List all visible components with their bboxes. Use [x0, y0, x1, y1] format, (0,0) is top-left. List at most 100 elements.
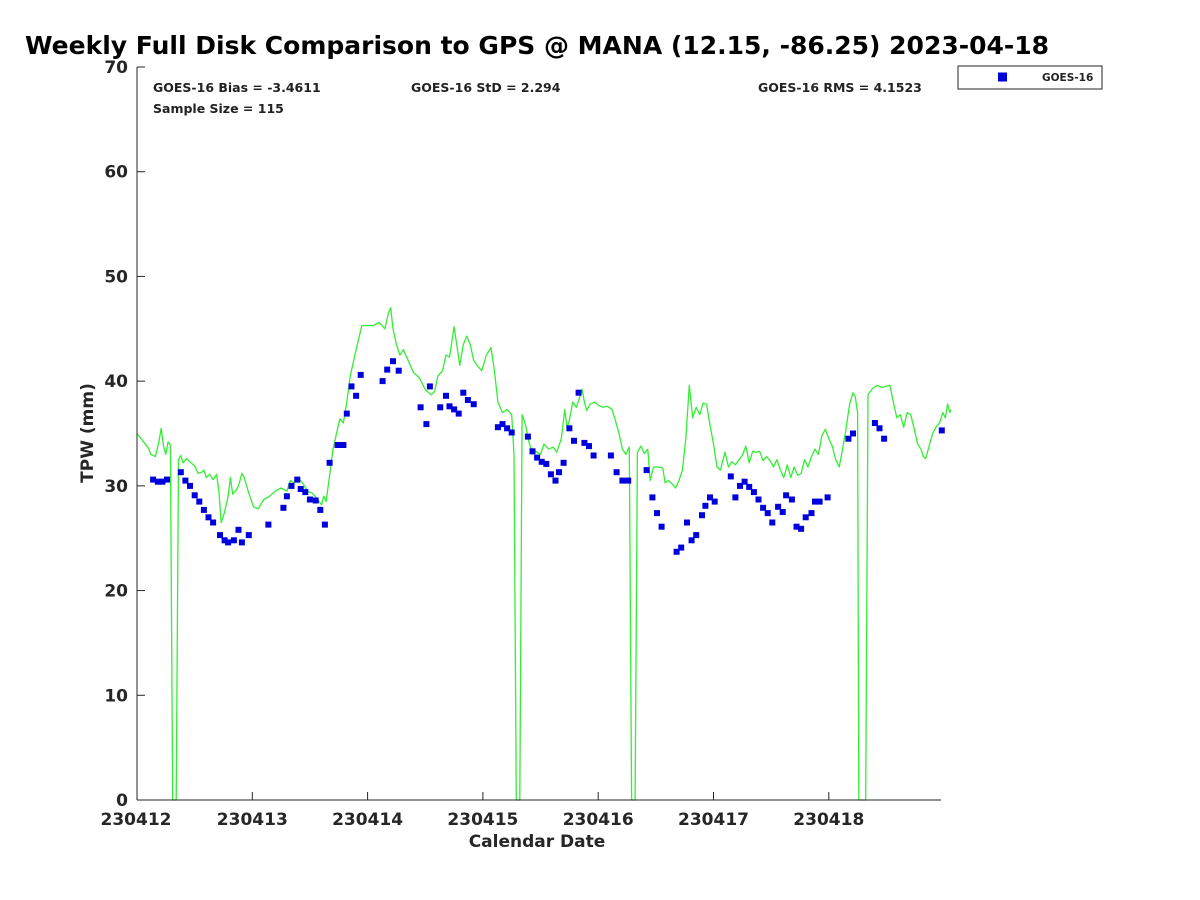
- x-tick-label: 230412: [101, 810, 172, 830]
- goes16-point: [451, 406, 458, 413]
- x-axis-label: Calendar Date: [469, 832, 606, 852]
- goes16-point: [437, 404, 444, 411]
- goes16-point: [280, 504, 287, 511]
- goes16-point: [876, 425, 883, 432]
- goes16-point: [590, 452, 597, 459]
- goes16-point: [395, 367, 402, 374]
- y-tick-label: 10: [104, 686, 128, 706]
- y-tick-label: 70: [104, 58, 128, 78]
- goes16-point: [196, 498, 203, 505]
- goes16-point: [455, 410, 462, 417]
- goes16-point: [543, 460, 550, 467]
- goes16-point: [571, 437, 577, 444]
- stat-std: GOES-16 StD = 2.294: [411, 80, 561, 95]
- goes16-point: [343, 410, 350, 417]
- goes16-point: [625, 477, 632, 484]
- plot-area: [136, 307, 952, 801]
- goes16-point: [187, 482, 193, 489]
- goes16-point: [499, 421, 506, 428]
- goes16-point: [699, 512, 705, 519]
- goes16-point: [538, 458, 545, 465]
- y-tick-label: 40: [104, 372, 128, 392]
- goes16-point: [808, 510, 815, 517]
- goes-layer: [150, 358, 945, 555]
- goes16-point: [613, 469, 620, 476]
- goes16-point: [581, 439, 588, 446]
- goes16-point: [150, 476, 157, 483]
- goes16-point: [812, 498, 818, 505]
- goes16-point: [446, 403, 453, 410]
- y-tick-label: 0: [116, 791, 128, 811]
- y-tick-label: 50: [104, 267, 128, 287]
- goes16-point: [654, 510, 660, 517]
- goes16-point: [225, 539, 232, 546]
- goes16-point: [755, 496, 762, 503]
- goes16-point: [824, 494, 831, 501]
- x-tick-label: 230417: [678, 810, 749, 830]
- goes16-point: [353, 392, 360, 399]
- stat-sample-size: Sample Size = 115: [153, 101, 284, 116]
- goes16-point: [779, 509, 786, 515]
- goes16-point: [460, 389, 467, 396]
- goes16-point: [294, 476, 301, 483]
- goes16-point: [326, 459, 333, 466]
- goes16-point: [390, 358, 396, 365]
- stat-bias: GOES-16 Bias = -3.4611: [153, 80, 321, 95]
- goes16-point: [529, 448, 536, 455]
- goes16-point: [607, 452, 614, 459]
- goes16-point: [881, 435, 888, 442]
- goes16-point: [688, 537, 695, 544]
- goes16-point: [619, 477, 626, 484]
- goes16-point: [154, 478, 161, 485]
- goes16-point: [788, 496, 795, 503]
- goes16-point: [673, 548, 680, 555]
- goes16-point: [524, 433, 531, 440]
- goes16-point: [230, 537, 237, 544]
- goes16-point: [707, 494, 713, 501]
- legend: GOES-16: [957, 65, 1103, 90]
- goes16-point: [793, 523, 800, 530]
- goes16-point: [302, 489, 309, 496]
- goes16-point: [802, 514, 809, 521]
- gps-layer: [136, 307, 952, 801]
- goes16-point: [938, 427, 945, 434]
- goes16-point: [508, 429, 515, 436]
- goes16-point: [221, 537, 228, 544]
- goes16-point: [684, 519, 690, 526]
- goes16-point: [727, 473, 734, 480]
- goes16-point: [417, 404, 424, 411]
- x-tick-label: 230418: [793, 810, 864, 830]
- goes16-point: [348, 383, 355, 390]
- goes16-point: [205, 514, 212, 521]
- goes16-point: [504, 425, 511, 432]
- goes16-point: [547, 471, 554, 478]
- stat-rms: GOES-16 RMS = 4.1523: [758, 80, 922, 95]
- goes16-point: [182, 477, 189, 484]
- goes16-point: [238, 539, 245, 546]
- goes16-point: [235, 526, 242, 533]
- goes16-point: [732, 494, 739, 501]
- goes16-point: [845, 435, 852, 442]
- goes16-point: [217, 532, 223, 539]
- y-axis-label: TPW (mm): [78, 383, 98, 483]
- goes16-point: [850, 430, 856, 437]
- x-tick-label: 230415: [447, 810, 518, 830]
- goes16-point: [317, 506, 324, 513]
- goes16-point: [426, 383, 433, 390]
- goes16-point: [775, 503, 782, 510]
- goes16-point: [245, 532, 252, 539]
- goes16-point: [191, 492, 198, 499]
- goes16-point: [534, 454, 541, 461]
- goes16-point: [871, 420, 878, 426]
- goes16-point: [312, 497, 319, 504]
- goes16-point: [586, 443, 592, 450]
- goes16-point: [297, 486, 304, 492]
- goes16-point: [693, 532, 700, 539]
- goes16-point: [470, 401, 477, 408]
- goes16-point: [678, 544, 685, 551]
- goes16-point: [760, 504, 767, 511]
- goes16-point: [798, 525, 805, 532]
- legend-marker-goes16: [998, 72, 1007, 82]
